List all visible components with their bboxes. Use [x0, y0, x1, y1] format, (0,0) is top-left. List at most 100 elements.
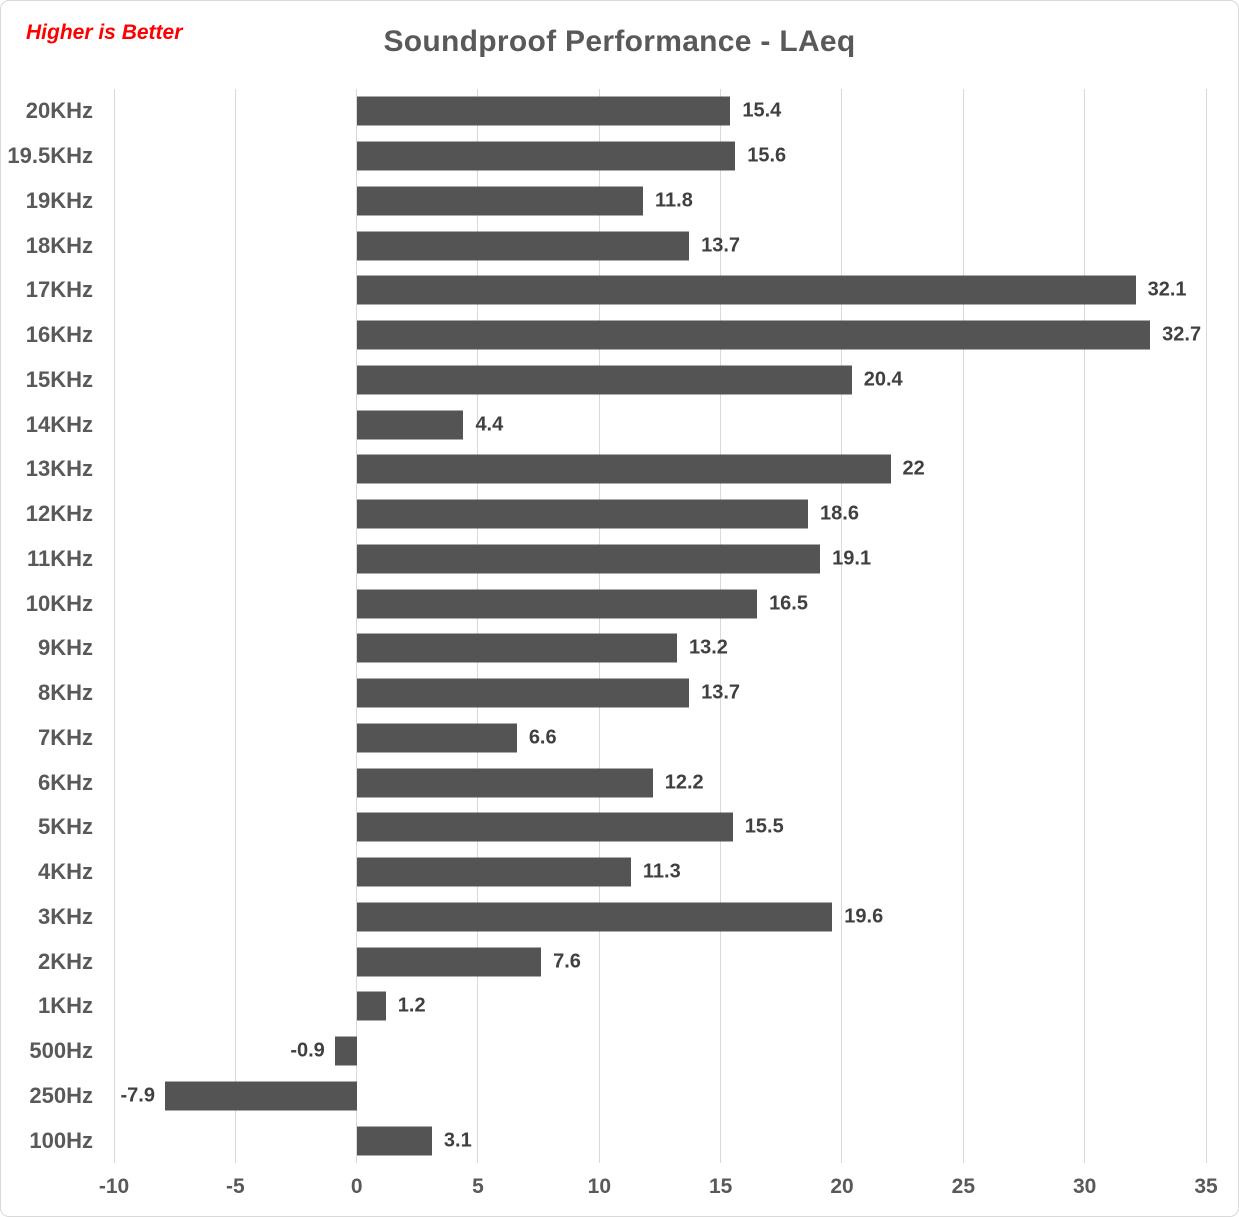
category-label: 16KHz [25, 322, 93, 348]
category-label: 12KHz [25, 501, 93, 527]
category-label: 5KHz [37, 814, 93, 840]
bar-value-label: -7.9 [120, 1084, 155, 1107]
x-tick-label: 25 [951, 1175, 976, 1198]
bar [356, 454, 891, 484]
bar-value-label: 19.1 [832, 547, 872, 570]
category-label: 18KHz [25, 232, 93, 258]
bar-row: 3.1 [114, 1118, 1206, 1163]
bar [356, 589, 758, 619]
category-axis: 20KHz 19.5KHz 19KHz 18KHz 17KHz 16KHz 15KHz 14K… [1, 89, 93, 1163]
bar [164, 1081, 357, 1111]
bar-row: 15.6 [114, 134, 1206, 179]
bar-value-label: 4.4 [475, 413, 504, 436]
bar-row: -0.9 [114, 1029, 1206, 1074]
bar-row: 12.2 [114, 760, 1206, 805]
bar-value-label: 7.6 [553, 950, 581, 973]
x-tick-label: 10 [587, 1175, 612, 1198]
bar [356, 723, 517, 753]
bar-row: -7.9 [114, 1074, 1206, 1119]
bar-row: 1.2 [114, 984, 1206, 1029]
x-tick-label: -5 [225, 1175, 245, 1198]
bar [356, 857, 631, 887]
bar [356, 96, 731, 126]
category-label: 19KHz [25, 187, 93, 213]
category-label: 15KHz [25, 366, 93, 392]
bar-row: 19.1 [114, 537, 1206, 582]
bar [356, 544, 821, 574]
bar-row: 13.2 [114, 626, 1206, 671]
bar [356, 947, 542, 977]
bar-row: 19.6 [114, 895, 1206, 940]
bar-row: 32.1 [114, 268, 1206, 313]
category-label: 19.5KHz [7, 143, 93, 169]
bar-row: 32.7 [114, 313, 1206, 358]
bar-row: 11.8 [114, 179, 1206, 224]
bar-value-label: 19.6 [844, 905, 884, 928]
bar-value-label: 22 [902, 457, 925, 480]
category-label: 500Hz [29, 1038, 93, 1064]
category-label: 3KHz [37, 903, 93, 929]
bar-value-label: 32.1 [1147, 278, 1187, 301]
category-label: 10KHz [25, 590, 93, 616]
category-label: 9KHz [37, 635, 93, 661]
bar-row: 4.4 [114, 402, 1206, 447]
x-tick-label: 20 [830, 1175, 854, 1198]
x-tick-label: 30 [1072, 1175, 1097, 1198]
bar-value-label: 6.6 [528, 726, 557, 749]
category-label: 8KHz [37, 680, 93, 706]
bar [356, 678, 690, 708]
category-label: 2KHz [37, 948, 93, 974]
bar [356, 275, 1136, 305]
x-tick-label: -10 [98, 1175, 130, 1198]
gridline [1205, 89, 1207, 1163]
category-label: 14KHz [25, 411, 93, 437]
bar-value-label: 1.2 [397, 994, 426, 1017]
gridline [962, 89, 964, 1163]
bar [356, 320, 1151, 350]
bar-value-label: 16.5 [769, 592, 808, 615]
x-tick-label: 15 [708, 1175, 733, 1198]
category-label: 250Hz [29, 1082, 93, 1108]
chart-title: Soundproof Performance - LAeq [383, 25, 856, 58]
bar-value-label: 11.8 [655, 189, 693, 212]
bar [356, 186, 643, 216]
category-label: 7KHz [37, 724, 93, 750]
x-tick-label: 0 [350, 1175, 363, 1198]
bar-row: 15.5 [114, 805, 1206, 850]
bar [356, 812, 733, 842]
bar-value-label: 15.5 [744, 815, 784, 838]
bar-value-label: 3.1 [443, 1129, 472, 1152]
value-axis: -10 -5 0 5 10 15 20 25 30 35 [1, 1175, 1238, 1209]
bar [356, 365, 852, 395]
bar-row: 22 [114, 447, 1206, 492]
gridline [841, 89, 843, 1163]
bar [334, 1036, 357, 1066]
bar-value-label: -0.9 [290, 1039, 325, 1062]
category-label: 100Hz [29, 1127, 93, 1153]
bar-row: 13.7 [114, 223, 1206, 268]
bar [356, 231, 690, 261]
gridline [477, 89, 479, 1163]
bar-value-label: 20.4 [863, 368, 903, 391]
bar-row: 6.6 [114, 716, 1206, 761]
higher-is-better-note: Higher is Better [26, 21, 183, 44]
gridline [1084, 89, 1086, 1163]
category-label: 17KHz [25, 277, 93, 303]
category-label: 13KHz [25, 456, 93, 482]
bar [356, 991, 386, 1021]
bar-value-label: 13.7 [701, 681, 741, 704]
bar-value-label: 32.7 [1162, 323, 1202, 346]
x-tick-label: 5 [472, 1175, 484, 1198]
bar [356, 410, 464, 440]
gridline [720, 89, 722, 1163]
bar-row: 11.3 [114, 850, 1206, 895]
bar-value-label: 11.3 [642, 860, 681, 883]
bar-row: 18.6 [114, 492, 1206, 537]
bar [356, 768, 653, 798]
category-label: 6KHz [37, 769, 93, 795]
bar-value-label: 12.2 [664, 771, 704, 794]
bar-row: 20.4 [114, 358, 1206, 403]
bar-row: 13.7 [114, 671, 1206, 716]
bar-row: 7.6 [114, 939, 1206, 984]
bar-value-label: 18.6 [820, 502, 859, 525]
